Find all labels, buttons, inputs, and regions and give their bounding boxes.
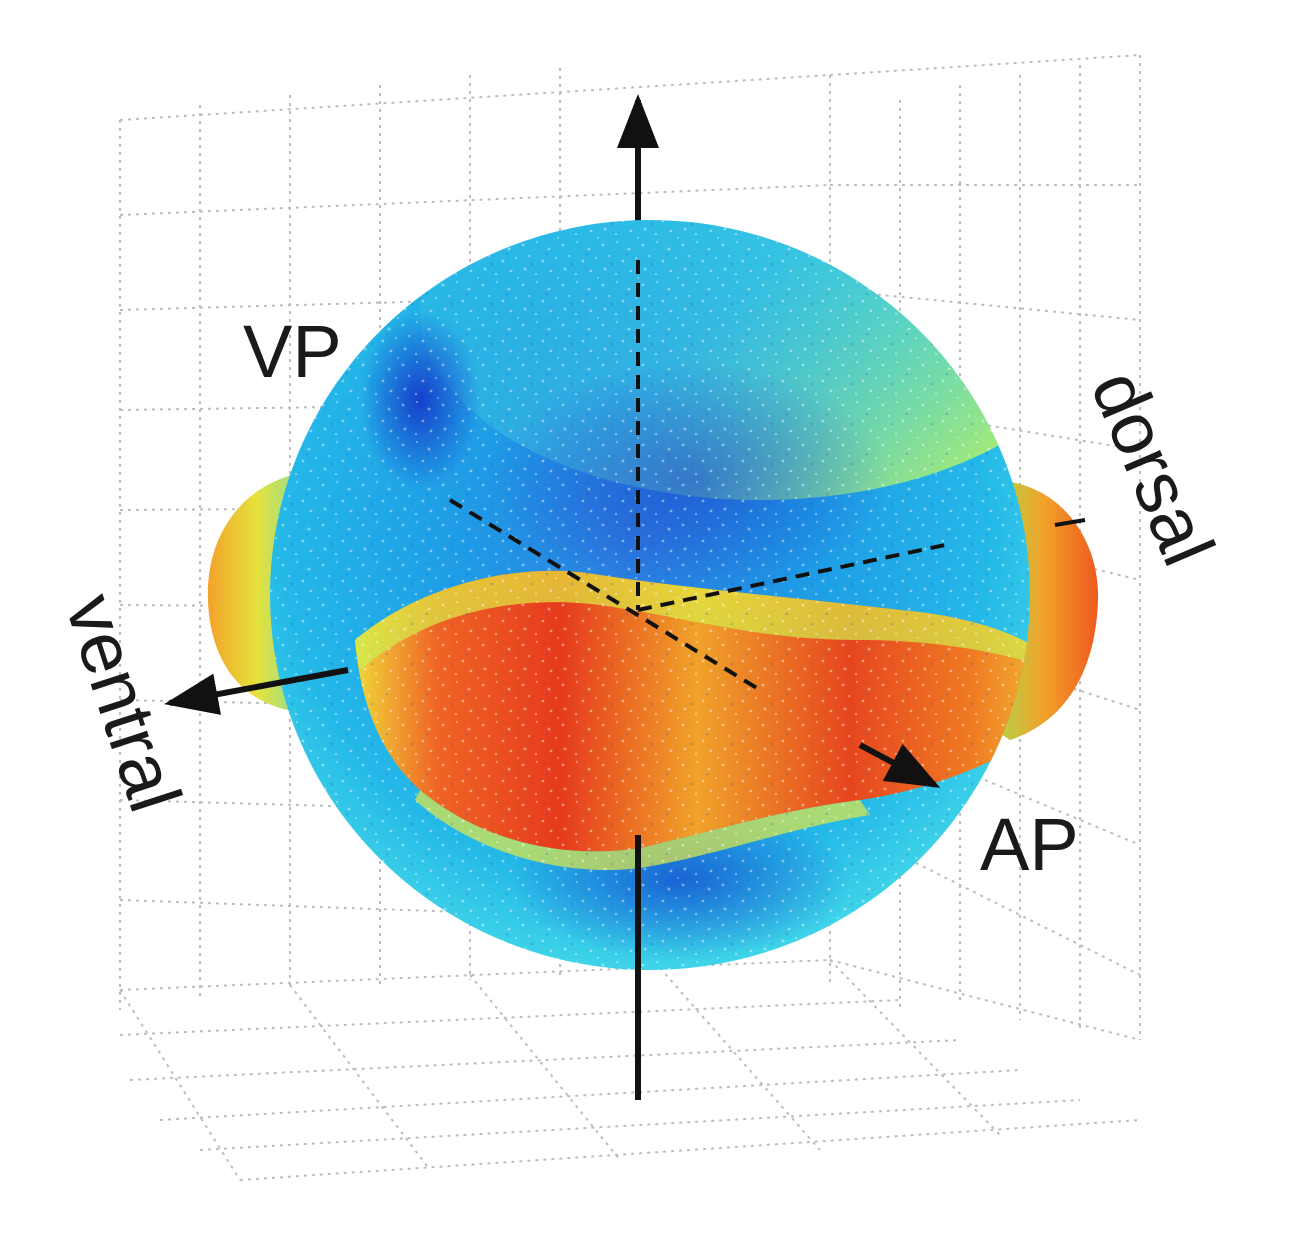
embryo-sphere [270, 220, 1030, 970]
ap-axis-arrow [858, 742, 941, 788]
internal-axes [448, 260, 1086, 692]
label-dorsal: dorsal [1075, 359, 1230, 577]
ventral-axis-arrow [164, 667, 349, 715]
label-vp: VP [243, 310, 342, 393]
label-ap: AP [980, 803, 1079, 886]
